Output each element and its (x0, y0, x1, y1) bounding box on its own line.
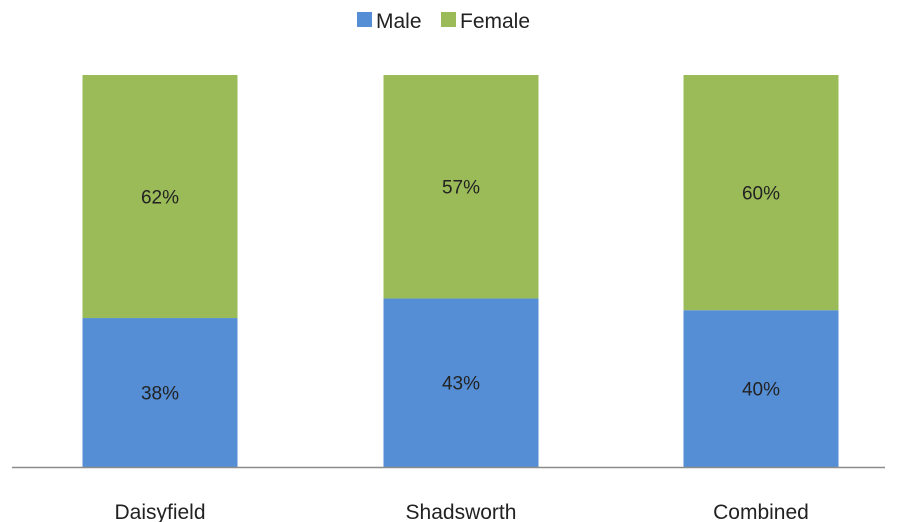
data-label-daisyfield-female: 62% (141, 188, 179, 209)
bar-combined-male (683, 310, 839, 467)
plot-area: 38% 62% 43% 57% 40% 60% Daisyfield Shads… (12, 75, 885, 522)
data-label-combined-female: 60% (742, 184, 780, 205)
legend-swatch-female (441, 12, 456, 27)
x-tick-label-daisyfield: Daisyfield (114, 501, 205, 522)
x-tick-label-combined: Combined (713, 501, 809, 522)
legend: Male Female (357, 10, 530, 33)
data-label-combined-male: 40% (742, 380, 780, 401)
bar-shadsworth-male (383, 298, 539, 467)
data-label-daisyfield-male: 38% (141, 384, 179, 405)
data-label-shadsworth-female: 57% (442, 178, 480, 199)
data-label-shadsworth-male: 43% (442, 374, 480, 395)
bar-combined-female (683, 75, 839, 311)
bar-shadsworth-female (383, 75, 539, 299)
bar-daisyfield-female (82, 75, 238, 319)
x-tick-label-shadsworth: Shadsworth (406, 501, 517, 522)
legend-label-female: Female (460, 10, 530, 33)
legend-swatch-male (357, 12, 372, 27)
bar-daisyfield-male (82, 318, 238, 467)
legend-label-male: Male (376, 10, 422, 33)
